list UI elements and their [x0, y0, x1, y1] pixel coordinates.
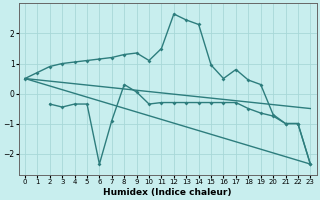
X-axis label: Humidex (Indice chaleur): Humidex (Indice chaleur) — [103, 188, 232, 197]
